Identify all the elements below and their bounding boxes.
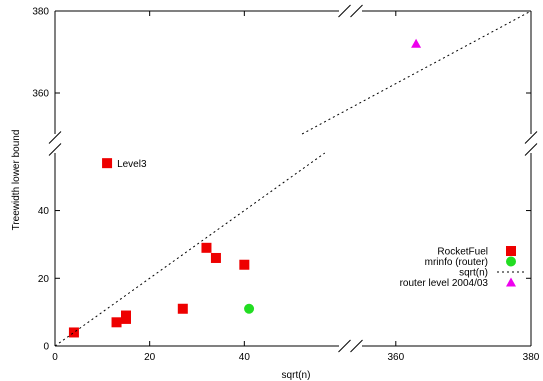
- y-break-left-1: [48, 143, 62, 156]
- y-tick-label: 40: [38, 206, 50, 217]
- annotation-label: Level3: [117, 159, 147, 170]
- legend-label-rocketfuel: RocketFuel: [437, 247, 488, 258]
- legend-symbol-router-level-2004-03: [506, 277, 516, 287]
- legend-label-sqrt-n: sqrt(n): [459, 268, 488, 279]
- y-axis-title: Treewidth lower bound: [11, 130, 22, 231]
- rocketfuel-point: [210, 252, 221, 263]
- y-tick-label: 0: [43, 342, 49, 353]
- legend-symbol-rocketfuel: [506, 246, 516, 256]
- x-break-top-0: [338, 4, 351, 18]
- sqrt-n-line-lower: [54, 152, 326, 347]
- y-tick-label: 20: [38, 274, 50, 285]
- x-axis-title: sqrt(n): [282, 370, 311, 381]
- rocketfuel-point: [111, 317, 122, 328]
- x-break-bottom-1: [350, 339, 363, 353]
- rocketfuel-point: [201, 242, 212, 253]
- y-tick-label: 360: [32, 89, 49, 100]
- router-level-2004-03-point: [411, 38, 422, 48]
- y-break-left-0: [48, 131, 62, 144]
- mrinfo-router-point: [244, 303, 255, 314]
- rocketfuel-point: [177, 303, 188, 314]
- rocketfuel-point: [121, 310, 131, 321]
- y-break-right-1: [524, 143, 538, 156]
- rocketfuel-point: [102, 158, 113, 169]
- rocketfuel-point: [239, 259, 250, 270]
- marks-group: Level3: [54, 10, 532, 347]
- y-break-right-0: [524, 131, 538, 144]
- axes-group: 0 20 40 360 380 0 20 40 360 380: [32, 4, 540, 363]
- rocketfuel-point: [68, 327, 79, 338]
- y-tick-label: 380: [32, 7, 49, 18]
- sqrt-n-line-upper: [301, 10, 532, 135]
- x-tick-label: 360: [387, 352, 404, 363]
- x-tick-label: 380: [523, 352, 540, 363]
- x-tick-label: 40: [239, 352, 251, 363]
- x-tick-label: 20: [144, 352, 156, 363]
- x-break-top-1: [350, 4, 363, 18]
- legend-label-router-level-2004-03: router level 2004/03: [400, 278, 489, 289]
- legend-symbol-mrinfo-router: [506, 256, 516, 267]
- x-tick-label: 0: [52, 352, 58, 363]
- legend-label-mrinfo-router: mrinfo (router): [425, 257, 488, 268]
- x-break-bottom-0: [338, 339, 351, 353]
